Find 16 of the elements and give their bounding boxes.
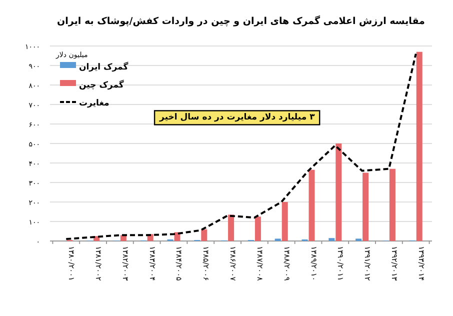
- bar: [328, 238, 335, 241]
- bar: [201, 229, 208, 241]
- legend-label: مغایرت: [79, 98, 110, 108]
- bar: [228, 214, 234, 241]
- annotation-box: ۳ میلیارد دلار مغایرت در ده سال اخیر: [154, 110, 320, 126]
- annotation: ۳ میلیارد دلار مغایرت در ده سال اخیر: [158, 112, 316, 123]
- bar: [362, 172, 369, 241]
- chart-title: مقایسه ارزش اعلامی گمرک های ایران و چین در واردات کفش/پوشاک به ایران: [57, 15, 426, 27]
- bar: [308, 170, 315, 241]
- bar: [282, 202, 288, 241]
- bar: [416, 52, 422, 241]
- bar: [389, 168, 396, 241]
- bar: [254, 216, 261, 241]
- legend-label: گمرک ایران: [79, 62, 128, 72]
- legend-label: گمرک چین: [79, 80, 124, 90]
- bar: [336, 144, 342, 241]
